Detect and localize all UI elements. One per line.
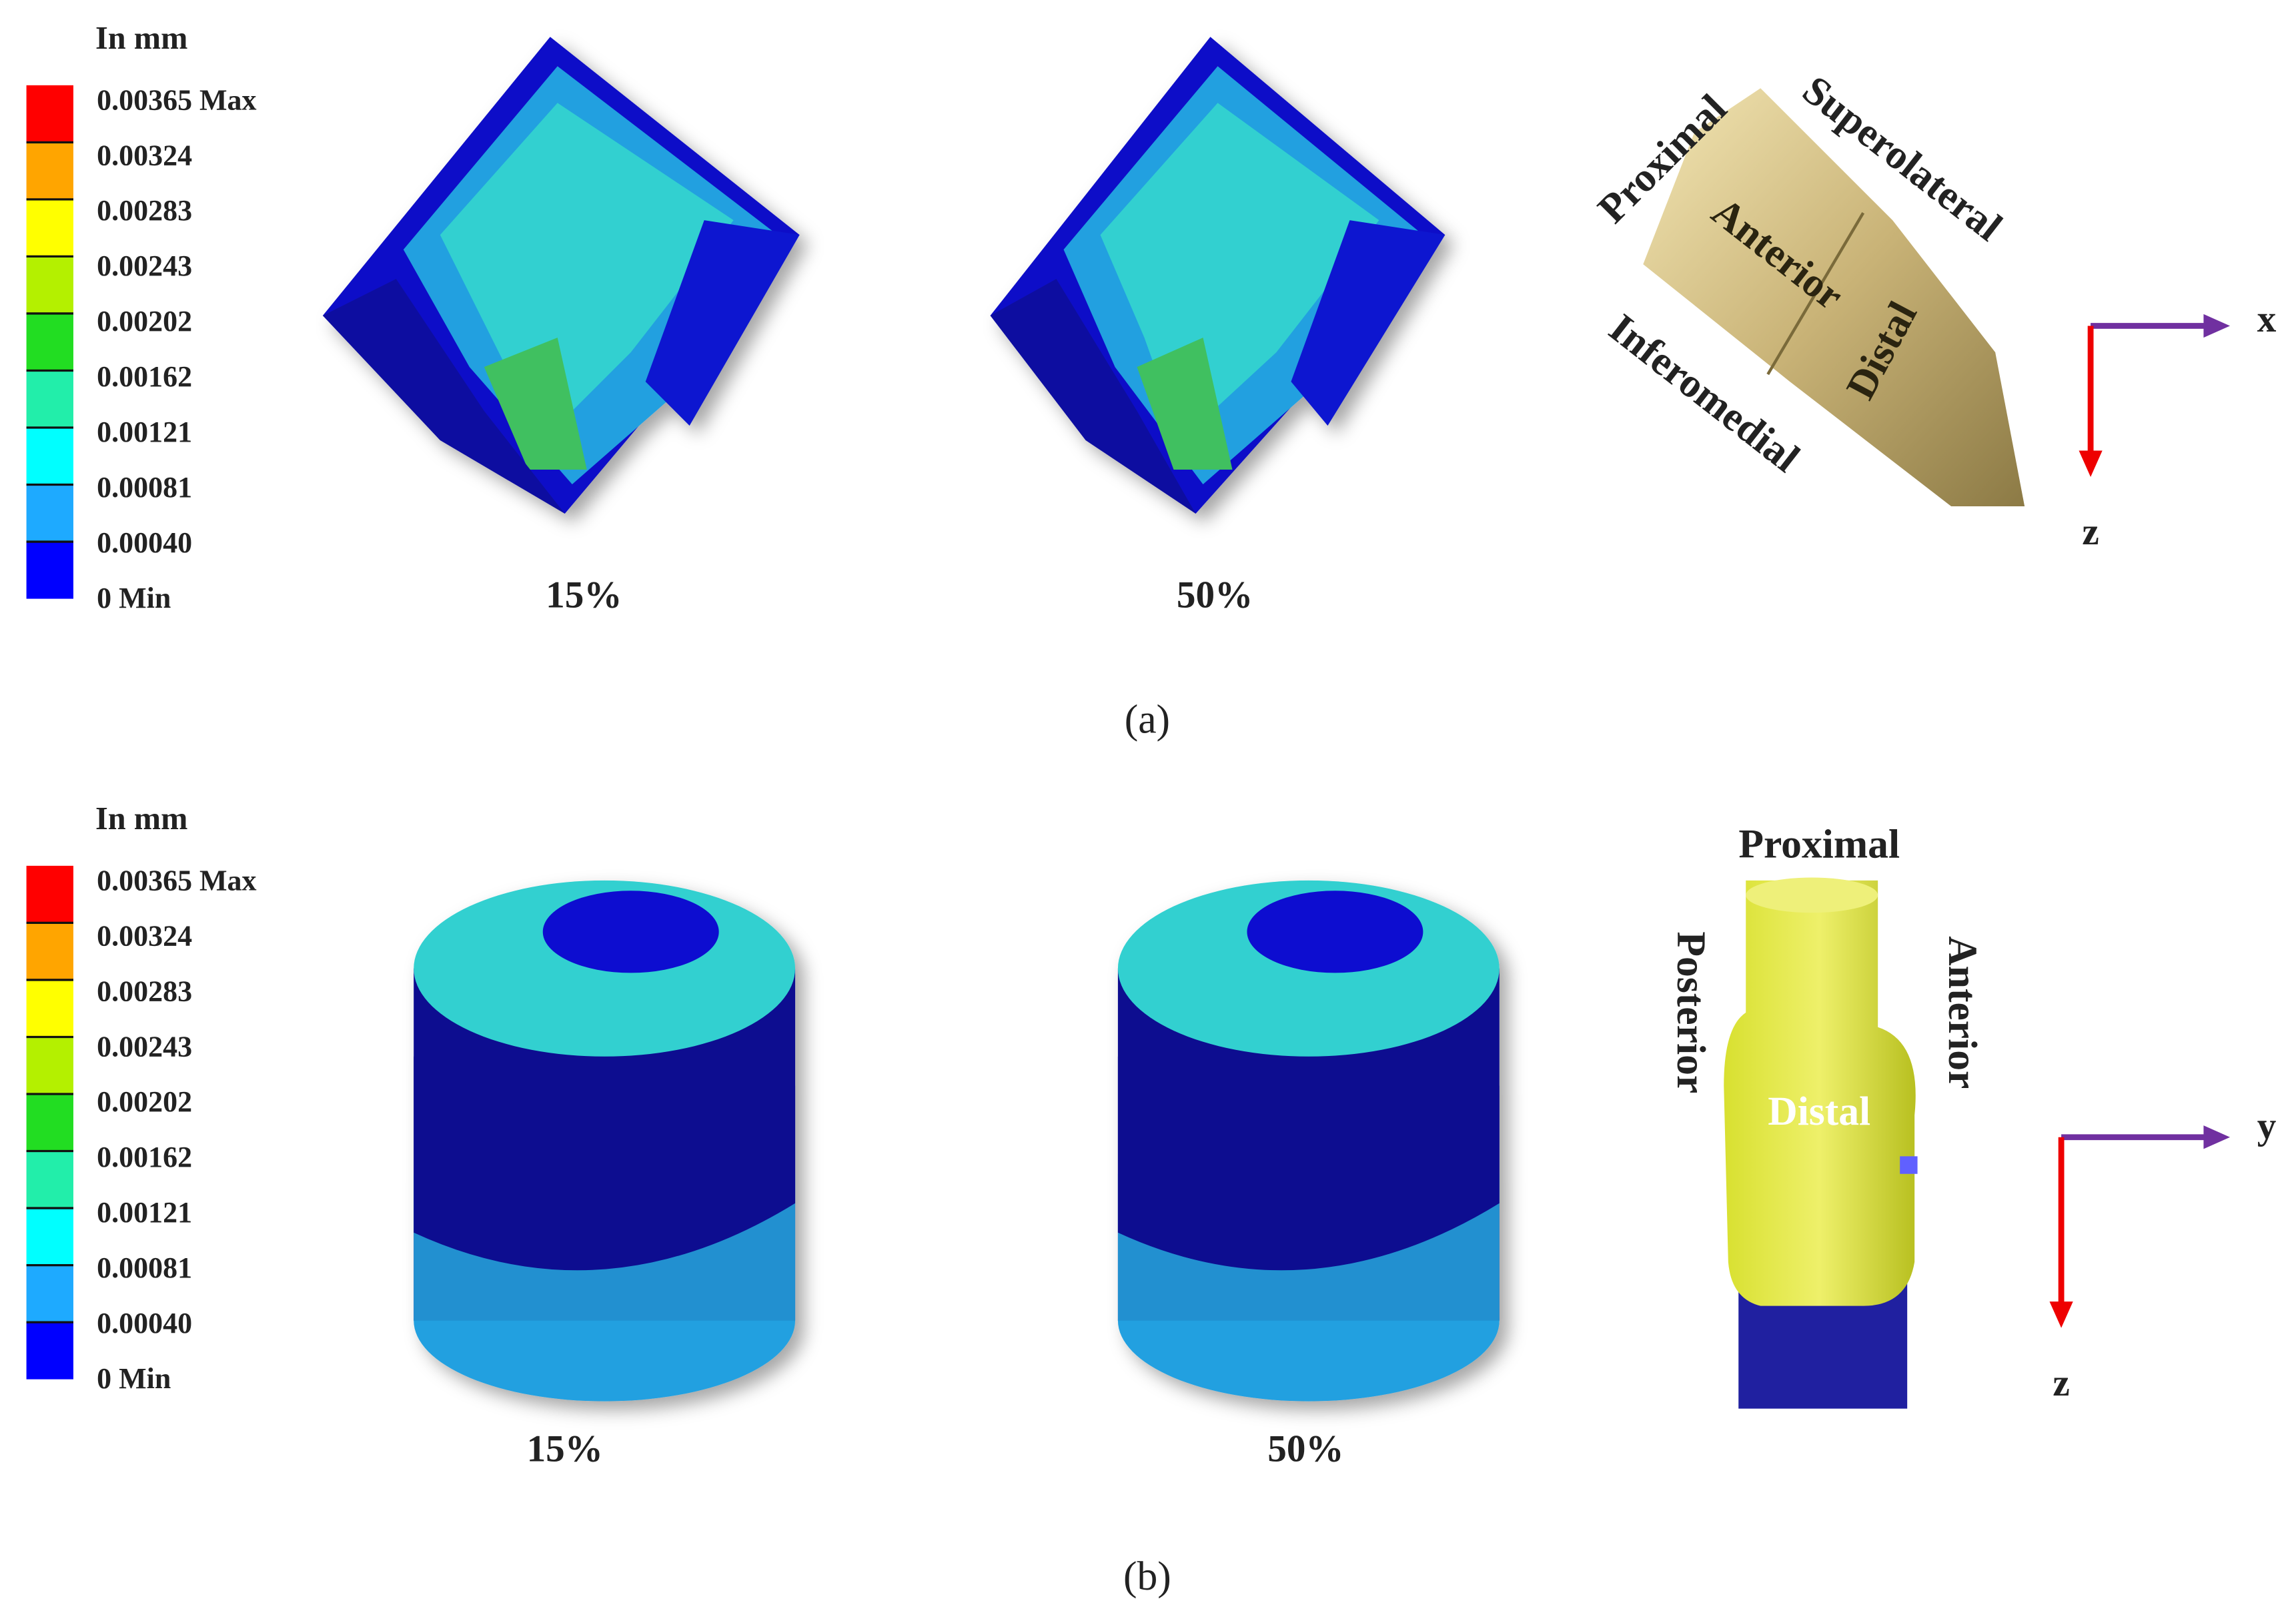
legend-label: 0.00283 — [97, 194, 192, 227]
caption: 50% — [1177, 574, 1253, 616]
legend-label: 0 Min — [97, 582, 171, 614]
arrow-head — [2203, 314, 2231, 338]
legend-label: 0.00121 — [97, 1196, 192, 1229]
legend-label: 0.00324 — [97, 919, 192, 952]
legend-label: 0.00365 Max — [97, 864, 256, 897]
contour-cylinder — [1117, 880, 1500, 1402]
axis-label: x — [2257, 298, 2277, 340]
legend-label: 0.00202 — [97, 305, 192, 338]
legend-label: 0 Min — [97, 1362, 171, 1395]
contour-block — [990, 37, 1446, 514]
implant — [1643, 88, 2025, 507]
axis-label: z — [2082, 511, 2099, 553]
caption: 15% — [527, 1428, 603, 1470]
legend-swatch — [26, 979, 73, 1037]
arrow-head — [2049, 1301, 2073, 1328]
axis-label: z — [2053, 1362, 2069, 1404]
legend-label: 0.00324 — [97, 139, 192, 171]
legend-label: 0.00121 — [97, 416, 192, 448]
legend-swatch — [26, 370, 73, 428]
axis-label: y — [2257, 1105, 2277, 1147]
legend-swatch — [26, 1151, 73, 1209]
legend-title: In mm — [95, 801, 187, 837]
legend-swatch — [26, 1037, 73, 1094]
legend-swatch — [26, 542, 73, 599]
legend-label: 0.00040 — [97, 1307, 192, 1339]
legend-label: 0.00202 — [97, 1085, 192, 1118]
implant — [1724, 877, 1918, 1409]
arrow-head — [2079, 450, 2103, 478]
orientation-label: Proximal — [1738, 822, 1900, 867]
legend-swatch — [26, 1208, 73, 1265]
arrow-head — [2203, 1125, 2231, 1149]
legend-label: 0.00162 — [97, 360, 192, 393]
legend-swatch — [26, 865, 73, 923]
panel-label: (a) — [1125, 697, 1170, 742]
legend-label: 0.00162 — [97, 1141, 192, 1173]
legend-swatch — [26, 428, 73, 485]
legend-swatch — [26, 313, 73, 371]
legend-swatch — [26, 1322, 73, 1380]
panel-label: (b) — [1123, 1554, 1171, 1599]
legend-label: 0.00081 — [97, 471, 192, 504]
orientation-label: Posterior — [1668, 931, 1714, 1093]
caption: 15% — [546, 574, 622, 616]
legend-title: In mm — [95, 21, 187, 56]
legend-label: 0.00243 — [97, 249, 192, 282]
legend-swatch — [26, 199, 73, 257]
caption: 50% — [1267, 1428, 1343, 1470]
contour-block — [322, 37, 800, 514]
legend-label: 0.00365 Max — [97, 83, 256, 116]
legend-swatch — [26, 256, 73, 314]
legend-label: 0.00040 — [97, 526, 192, 559]
legend-swatch — [26, 923, 73, 980]
legend-swatch — [26, 484, 73, 542]
orientation-label: Distal — [1768, 1089, 1870, 1134]
legend-swatch — [26, 1093, 73, 1151]
legend-swatch — [26, 85, 73, 143]
legend-swatch — [26, 142, 73, 199]
legend-label: 0.00243 — [97, 1030, 192, 1063]
legend-label: 0.00081 — [97, 1251, 192, 1284]
orientation-label: Anterior — [1940, 936, 1985, 1089]
legend-swatch — [26, 1265, 73, 1323]
contour-cylinder — [414, 880, 796, 1402]
legend-label: 0.00283 — [97, 975, 192, 1007]
